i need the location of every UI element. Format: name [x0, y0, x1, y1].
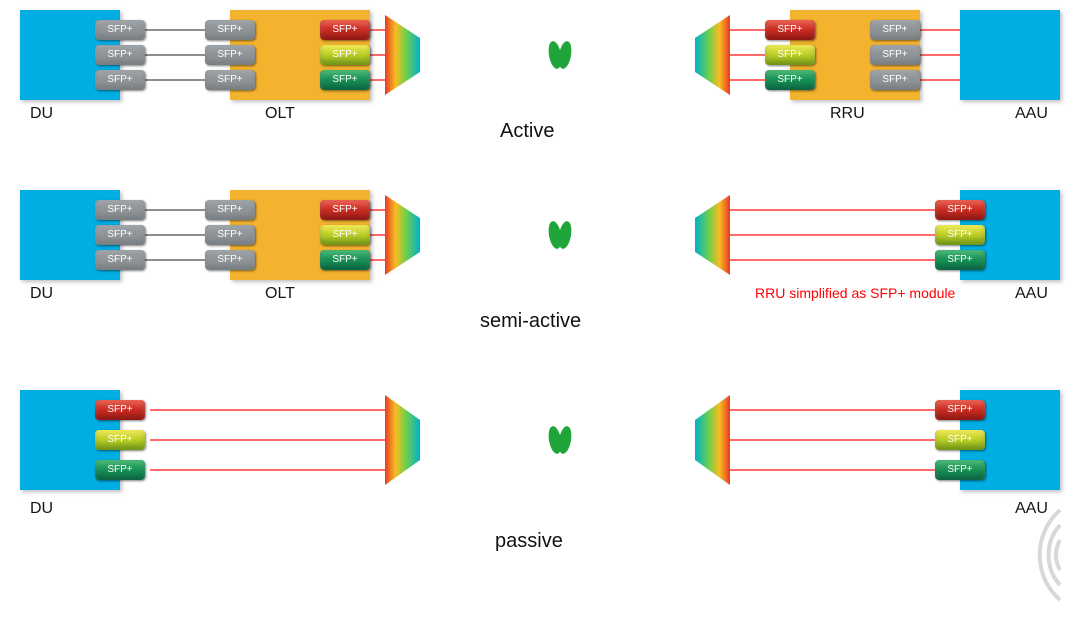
semi-olt-gray-2: SFP+ — [205, 225, 255, 245]
label-du-semi: DU — [30, 285, 53, 303]
label-aau-semi: AAU — [1015, 285, 1048, 303]
label-rru-active: RRU — [830, 105, 865, 123]
semi-olt-red-sfp: SFP+ — [320, 200, 370, 220]
pass-du-red-sfp: SFP+ — [95, 400, 145, 420]
active-olt-red-sfp: SFP+ — [320, 20, 370, 40]
wdm-left-semi — [385, 195, 420, 275]
active-du-sfp-2: SFP+ — [95, 45, 145, 65]
active-aau-box — [960, 10, 1060, 100]
active-du-sfp-1: SFP+ — [95, 20, 145, 40]
active-rru-gray-1: SFP+ — [870, 20, 920, 40]
pass-aau-green-sfp: SFP+ — [935, 460, 985, 480]
pass-du-green-sfp: SFP+ — [95, 460, 145, 480]
active-du-sfp-3: SFP+ — [95, 70, 145, 90]
active-olt-yellow-sfp: SFP+ — [320, 45, 370, 65]
active-rru-red-sfp: SFP+ — [765, 20, 815, 40]
active-olt-gray-1: SFP+ — [205, 20, 255, 40]
label-olt-active: OLT — [265, 105, 295, 123]
active-rru-gray-2: SFP+ — [870, 45, 920, 65]
label-aau-active: AAU — [1015, 105, 1048, 123]
label-rru-note: RRU simplified as SFP+ module — [755, 285, 955, 301]
label-olt-semi: OLT — [265, 285, 295, 303]
label-du-active: DU — [30, 105, 53, 123]
semi-olt-green-sfp: SFP+ — [320, 250, 370, 270]
active-splice-icon — [547, 40, 574, 70]
semi-du-sfp-3: SFP+ — [95, 250, 145, 270]
active-rru-gray-3: SFP+ — [870, 70, 920, 90]
label-aau-pass: AAU — [1015, 500, 1048, 518]
active-olt-gray-2: SFP+ — [205, 45, 255, 65]
pass-du-yellow-sfp: SFP+ — [95, 430, 145, 450]
semi-olt-gray-1: SFP+ — [205, 200, 255, 220]
title-active: Active — [500, 120, 554, 143]
diagram-canvas: SFP+ SFP+ SFP+ SFP+ SFP+ SFP+ SFP+ SFP+ … — [0, 0, 1080, 620]
semi-aau-green-sfp: SFP+ — [935, 250, 985, 270]
semi-olt-gray-3: SFP+ — [205, 250, 255, 270]
pass-aau-yellow-sfp: SFP+ — [935, 430, 985, 450]
radio-arcs-icon — [1040, 510, 1060, 600]
wdm-right-active — [695, 15, 730, 95]
pass-splice-icon — [547, 425, 574, 455]
wdm-left-pass — [385, 395, 420, 485]
semi-olt-yellow-sfp: SFP+ — [320, 225, 370, 245]
label-du-pass: DU — [30, 500, 53, 518]
wdm-left-active — [385, 15, 420, 95]
wdm-right-pass — [695, 395, 730, 485]
active-rru-green-sfp: SFP+ — [765, 70, 815, 90]
semi-du-sfp-1: SFP+ — [95, 200, 145, 220]
active-olt-gray-3: SFP+ — [205, 70, 255, 90]
title-passive: passive — [495, 530, 563, 553]
active-olt-green-sfp: SFP+ — [320, 70, 370, 90]
pass-aau-red-sfp: SFP+ — [935, 400, 985, 420]
title-semi: semi-active — [480, 310, 581, 333]
active-rru-yellow-sfp: SFP+ — [765, 45, 815, 65]
wdm-right-semi — [695, 195, 730, 275]
semi-splice-icon — [547, 220, 574, 250]
semi-aau-red-sfp: SFP+ — [935, 200, 985, 220]
semi-aau-yellow-sfp: SFP+ — [935, 225, 985, 245]
semi-du-sfp-2: SFP+ — [95, 225, 145, 245]
